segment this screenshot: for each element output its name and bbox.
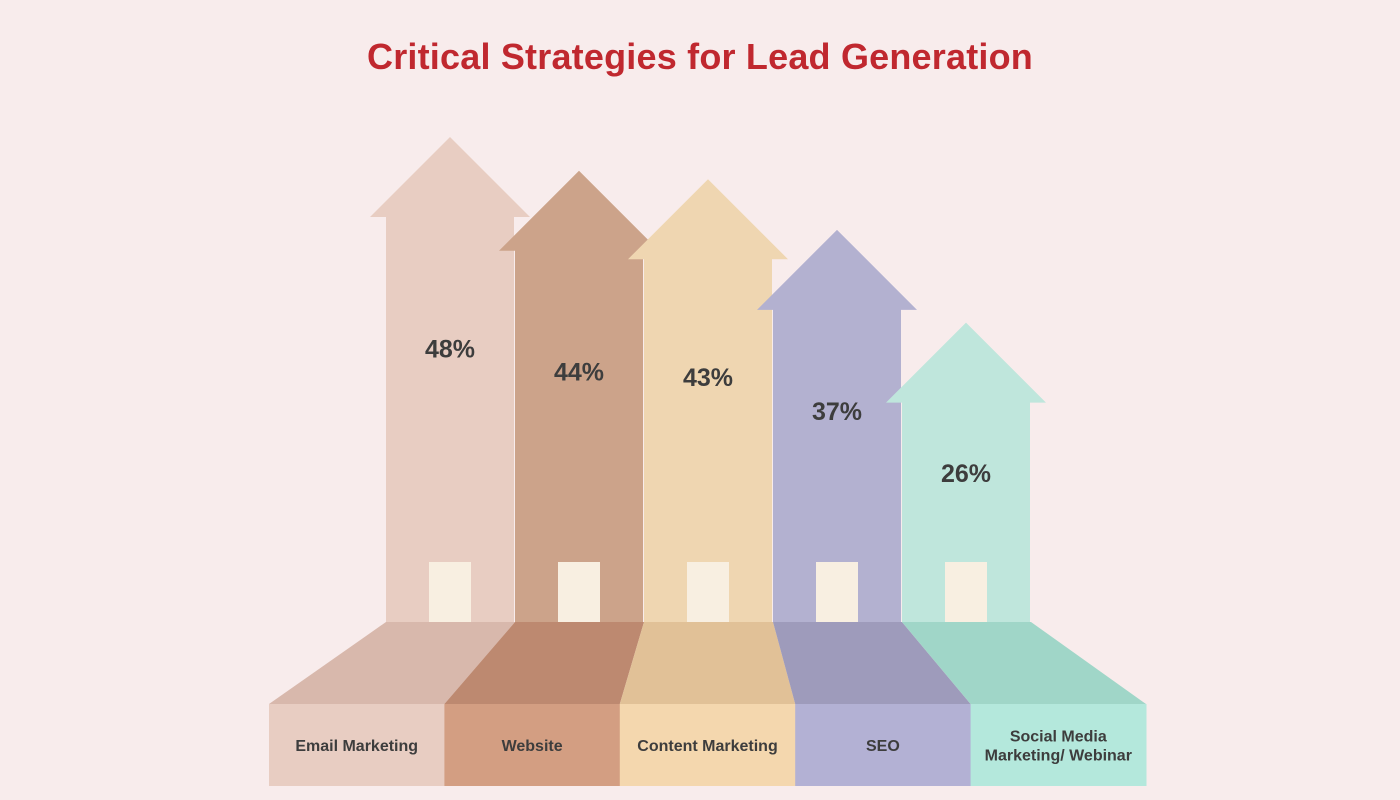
arrow-4: 37% [757, 229, 917, 622]
value-label: 26% [941, 460, 991, 488]
arrow-bar [370, 137, 530, 622]
category-label: SEO [866, 738, 900, 755]
floor-front-1 [269, 704, 445, 786]
floor-top-5 [902, 622, 1146, 704]
arrow-layer: 48% 44% 43% 37% 26% [370, 137, 1046, 622]
door-icon [429, 562, 471, 622]
floor-layer: Email Marketing Website Content Marketing S… [269, 622, 1147, 786]
floor-front-5 [970, 704, 1147, 786]
door-icon [816, 562, 858, 622]
floor-top-3 [619, 622, 796, 704]
arrow-3: 43% [628, 179, 788, 622]
category-label: Content Marketing [637, 738, 777, 755]
arrow-bar [757, 229, 917, 622]
floor-front-3 [619, 704, 796, 786]
chart-title: Critical Strategies for Lead Generation [367, 36, 1033, 77]
arrow-bar [886, 322, 1046, 622]
value-label: 37% [812, 398, 862, 426]
door-icon [945, 562, 987, 622]
door-icon [558, 562, 600, 622]
category-label: Email Marketing [295, 738, 418, 755]
category-label: Social Media [1010, 729, 1107, 746]
floor-front-2 [444, 704, 621, 786]
floor-top-1 [269, 622, 515, 704]
floor-top-4 [773, 622, 971, 704]
category-label: Marketing/ Webinar [985, 748, 1132, 765]
arrow-5: 26% [886, 322, 1046, 622]
value-label: 43% [683, 364, 733, 392]
category-label: Website [502, 738, 563, 755]
value-label: 48% [425, 336, 475, 364]
value-label: 44% [554, 358, 604, 386]
arrow-bar [499, 170, 659, 622]
arrow-1: 48% [370, 137, 530, 622]
floor-top-2 [444, 622, 644, 704]
door-icon [687, 562, 729, 622]
floor-front-4 [795, 704, 972, 786]
arrow-bar [628, 179, 788, 622]
arrow-2: 44% [499, 170, 659, 622]
